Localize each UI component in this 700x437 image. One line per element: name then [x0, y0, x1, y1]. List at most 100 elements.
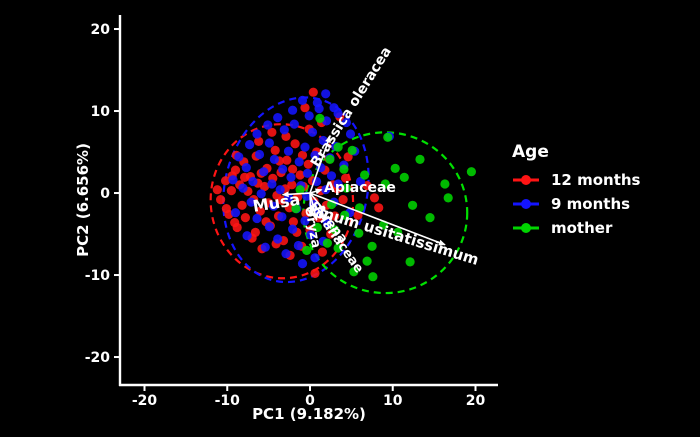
- loading-arrow: [309, 192, 319, 222]
- data-point: [282, 155, 292, 165]
- y-tick-label: -20: [85, 350, 111, 366]
- data-point: [300, 103, 310, 113]
- scatter-points: [212, 87, 476, 282]
- data-point: [330, 211, 340, 221]
- data-point: [241, 163, 251, 173]
- data-point: [300, 216, 310, 226]
- data-point: [340, 210, 350, 220]
- points-mother: [291, 113, 476, 282]
- data-point: [399, 172, 409, 182]
- data-point: [279, 125, 289, 135]
- data-point: [293, 240, 303, 251]
- data-point: [277, 212, 287, 222]
- data-point: [466, 167, 476, 177]
- data-point: [246, 197, 256, 207]
- data-point: [245, 140, 255, 150]
- data-point: [264, 138, 274, 148]
- data-point: [330, 225, 340, 235]
- data-point: [415, 154, 425, 164]
- data-point: [307, 127, 318, 137]
- data-point: [273, 113, 283, 123]
- data-point: [270, 145, 280, 155]
- y-axis-title: PC2 (6.656%): [74, 143, 92, 257]
- legend: Age 12 months 9 months mother: [512, 142, 641, 244]
- loading-arrow: [309, 192, 327, 213]
- x-tick-label: -10: [215, 393, 241, 409]
- data-point: [260, 242, 270, 252]
- legend-dot-icon: [521, 174, 531, 185]
- data-point: [368, 272, 378, 282]
- data-point: [310, 253, 320, 263]
- data-point: [248, 176, 258, 187]
- data-point: [369, 193, 380, 203]
- loading-arrow: [309, 135, 331, 194]
- data-point: [267, 127, 277, 137]
- data-point: [297, 259, 308, 269]
- data-point: [440, 179, 450, 189]
- data-point: [362, 181, 372, 191]
- data-point: [303, 159, 313, 169]
- data-point: [408, 200, 418, 210]
- legend-label: mother: [551, 218, 613, 237]
- data-point: [288, 105, 298, 115]
- x-axis-title: PC1 (9.182%): [252, 405, 366, 423]
- data-point: [310, 268, 320, 278]
- data-point: [333, 179, 343, 189]
- legend-title: Age: [512, 142, 549, 162]
- data-point: [278, 164, 288, 174]
- data-point: [288, 217, 298, 227]
- data-point: [295, 185, 305, 195]
- data-point: [302, 245, 312, 255]
- data-point: [312, 222, 322, 233]
- data-point: [237, 200, 247, 210]
- data-point: [297, 95, 308, 105]
- data-point: [425, 213, 435, 223]
- data-point: [230, 208, 241, 218]
- loading-arrow: [281, 191, 311, 198]
- data-point: [338, 195, 348, 205]
- data-point: [304, 111, 314, 121]
- data-point: [240, 213, 250, 223]
- legend-item-12-months: 12 months: [512, 171, 641, 189]
- data-point: [405, 257, 415, 267]
- data-point: [255, 206, 265, 216]
- data-point: [267, 179, 277, 189]
- y-tick-label: 10: [91, 104, 111, 120]
- data-point: [317, 247, 327, 257]
- data-point: [341, 183, 351, 193]
- data-point: [242, 231, 252, 241]
- data-point: [314, 104, 324, 114]
- data-point: [341, 117, 351, 128]
- data-point: [293, 192, 303, 202]
- data-point: [252, 213, 262, 224]
- data-point: [321, 89, 331, 99]
- data-point: [380, 179, 390, 189]
- data-point: [390, 163, 400, 173]
- legend-marker-12-months: [513, 174, 539, 185]
- data-point: [254, 136, 264, 146]
- data-point: [333, 142, 343, 152]
- data-point: [291, 204, 301, 214]
- data-point: [308, 87, 318, 97]
- data-point: [230, 165, 241, 175]
- x-tick-label: 20: [466, 393, 486, 409]
- data-point: [341, 173, 351, 183]
- data-point: [269, 154, 279, 164]
- data-point: [283, 146, 294, 156]
- data-point: [339, 164, 349, 174]
- data-point: [263, 120, 273, 130]
- y-tick-label: -10: [85, 268, 111, 284]
- data-point: [287, 180, 297, 190]
- data-point: [234, 152, 244, 162]
- data-point: [302, 168, 313, 178]
- y-tick-label: 0: [100, 186, 110, 202]
- data-point: [383, 132, 393, 142]
- data-point: [289, 119, 299, 129]
- data-point: [367, 241, 377, 251]
- data-point: [322, 218, 332, 228]
- data-point: [347, 145, 357, 155]
- data-point: [212, 185, 222, 195]
- data-point: [286, 172, 296, 182]
- data-point: [362, 256, 372, 266]
